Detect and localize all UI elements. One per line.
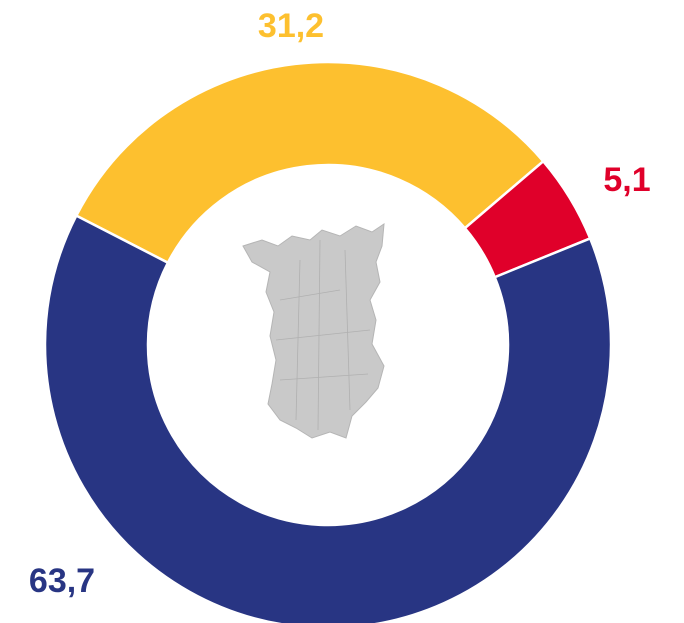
donut-segment [43, 213, 613, 623]
donut-segment [74, 60, 546, 265]
center-map [242, 223, 385, 439]
value-label: 5,1 [603, 161, 650, 199]
value-label: 31,2 [258, 7, 324, 45]
value-label: 63,7 [29, 562, 95, 600]
